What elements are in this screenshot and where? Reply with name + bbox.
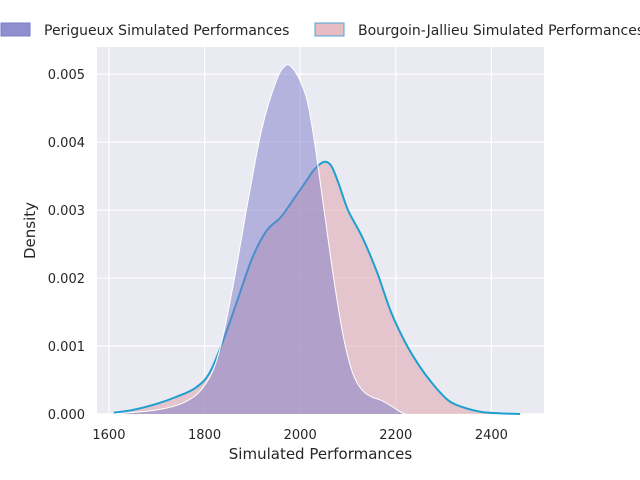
perigueux-density-area xyxy=(113,64,406,414)
bourgoin-jallieu-legend-label: Bourgoin-Jallieu Simulated Performances xyxy=(358,23,640,39)
x-tick-label: 2000 xyxy=(284,428,317,443)
perigueux-density-line xyxy=(113,64,406,415)
x-tick-label: 2200 xyxy=(379,428,412,443)
x-tick-labels: 1600 1800 2000 2200 2400 xyxy=(92,428,508,443)
perigueux-legend-swatch xyxy=(0,22,31,37)
y-tick-labels: 0.000 0.001 0.002 0.003 0.004 0.005 xyxy=(48,68,85,423)
x-tick-label: 1600 xyxy=(92,428,125,443)
legend: Perigueux Simulated Performances Bourgoin… xyxy=(0,22,640,39)
y-tick-label: 0.005 xyxy=(48,68,85,83)
x-axis-label: Simulated Performances xyxy=(229,445,413,463)
y-axis-label: Density xyxy=(21,202,39,259)
x-tick-label: 2400 xyxy=(475,428,508,443)
y-tick-label: 0.002 xyxy=(48,272,85,287)
y-tick-label: 0.004 xyxy=(48,136,85,151)
bourgoin-jallieu-density-line xyxy=(113,160,521,415)
y-tick-label: 0.001 xyxy=(48,340,85,355)
density-areas xyxy=(113,64,521,415)
x-tick-label: 1800 xyxy=(188,428,221,443)
y-tick-label: 0.003 xyxy=(48,204,85,219)
bourgoin-jallieu-legend-swatch xyxy=(314,22,345,37)
y-tick-label: 0.000 xyxy=(48,408,85,423)
perigueux-legend-label: Perigueux Simulated Performances xyxy=(44,23,289,39)
